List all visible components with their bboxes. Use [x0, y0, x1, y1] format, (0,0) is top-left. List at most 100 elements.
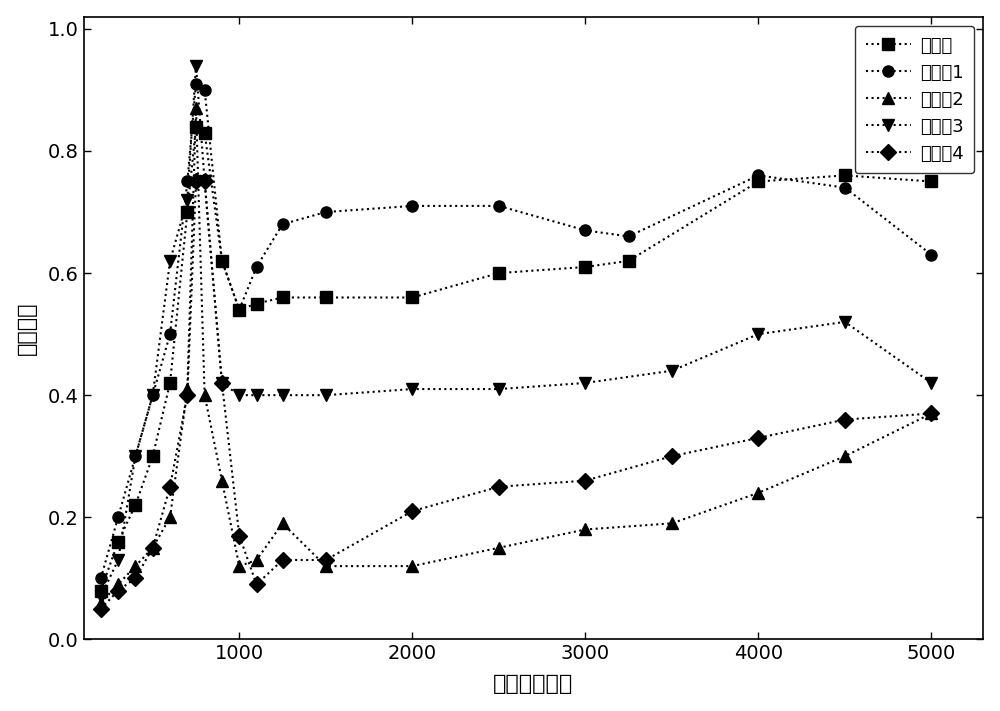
- Y-axis label: 吸声系数: 吸声系数: [17, 301, 37, 355]
- 对照例: [190, 122, 202, 131]
- 实施例1: [95, 574, 107, 582]
- 实施例3: [925, 379, 937, 387]
- 实施例3: [147, 391, 159, 400]
- 实施例1: [129, 452, 141, 461]
- 实施例3: [95, 592, 107, 601]
- 实施例2: [579, 525, 591, 534]
- 实施例2: [199, 391, 211, 400]
- 实施例4: [95, 604, 107, 613]
- 实施例3: [666, 366, 678, 375]
- 实施例2: [925, 410, 937, 418]
- 实施例1: [579, 226, 591, 235]
- 实施例1: [216, 257, 228, 265]
- 实施例2: [320, 562, 332, 570]
- 对照例: [839, 171, 851, 180]
- 实施例2: [406, 562, 418, 570]
- 实施例2: [277, 519, 289, 528]
- 实施例3: [190, 61, 202, 70]
- Line: 对照例: 对照例: [95, 121, 937, 596]
- 实施例1: [320, 208, 332, 216]
- 对照例: [406, 293, 418, 301]
- 实施例3: [752, 330, 764, 338]
- 实施例4: [579, 476, 591, 485]
- 实施例3: [406, 385, 418, 393]
- 实施例3: [216, 379, 228, 387]
- 实施例1: [493, 202, 505, 210]
- 对照例: [129, 501, 141, 509]
- 实施例4: [839, 415, 851, 424]
- 实施例2: [112, 580, 124, 589]
- 实施例3: [277, 391, 289, 400]
- 实施例2: [190, 104, 202, 112]
- 对照例: [320, 293, 332, 301]
- 实施例3: [493, 385, 505, 393]
- 对照例: [95, 587, 107, 595]
- 实施例3: [251, 391, 263, 400]
- 对照例: [925, 177, 937, 186]
- 实施例1: [190, 80, 202, 88]
- 实施例4: [666, 452, 678, 461]
- 对照例: [181, 208, 193, 216]
- 对照例: [752, 177, 764, 186]
- 实施例4: [181, 391, 193, 400]
- 实施例3: [112, 556, 124, 565]
- 实施例1: [164, 330, 176, 338]
- 实施例1: [277, 220, 289, 228]
- 实施例2: [164, 513, 176, 522]
- Legend: 对照例, 实施例1, 实施例2, 实施例3, 实施例4: 对照例, 实施例1, 实施例2, 实施例3, 实施例4: [855, 26, 974, 173]
- 实施例1: [112, 513, 124, 522]
- 实施例3: [579, 379, 591, 387]
- 实施例1: [623, 232, 635, 241]
- 实施例4: [277, 556, 289, 565]
- 实施例2: [493, 543, 505, 552]
- 对照例: [112, 538, 124, 546]
- 实施例2: [839, 452, 851, 461]
- 实施例4: [199, 177, 211, 186]
- 实施例2: [181, 385, 193, 393]
- 实施例2: [251, 556, 263, 565]
- 实施例4: [164, 483, 176, 491]
- 实施例1: [181, 177, 193, 186]
- 实施例4: [233, 531, 245, 540]
- X-axis label: 频率（赫兹）: 频率（赫兹）: [493, 674, 574, 695]
- 实施例2: [216, 476, 228, 485]
- 实施例1: [752, 171, 764, 180]
- 实施例4: [406, 507, 418, 515]
- 实施例1: [199, 85, 211, 94]
- 实施例1: [147, 391, 159, 400]
- 实施例4: [752, 434, 764, 442]
- 实施例2: [233, 562, 245, 570]
- 实施例2: [95, 599, 107, 607]
- 实施例3: [199, 177, 211, 186]
- 实施例1: [839, 183, 851, 192]
- 对照例: [233, 306, 245, 314]
- 实施例3: [129, 452, 141, 461]
- 对照例: [164, 379, 176, 387]
- 实施例1: [406, 202, 418, 210]
- 对照例: [216, 257, 228, 265]
- 实施例3: [233, 391, 245, 400]
- 实施例4: [129, 574, 141, 582]
- 实施例3: [181, 196, 193, 204]
- 实施例1: [233, 306, 245, 314]
- 实施例4: [493, 483, 505, 491]
- 实施例4: [216, 379, 228, 387]
- 实施例4: [925, 410, 937, 418]
- 对照例: [277, 293, 289, 301]
- 对照例: [147, 452, 159, 461]
- 实施例1: [925, 250, 937, 259]
- 实施例2: [752, 488, 764, 497]
- Line: 实施例1: 实施例1: [95, 78, 937, 584]
- 对照例: [579, 262, 591, 271]
- 对照例: [199, 129, 211, 137]
- Line: 实施例3: 实施例3: [95, 60, 937, 602]
- 实施例3: [164, 257, 176, 265]
- 实施例4: [147, 543, 159, 552]
- 实施例2: [129, 562, 141, 570]
- 实施例4: [190, 177, 202, 186]
- 对照例: [251, 299, 263, 308]
- 实施例4: [112, 587, 124, 595]
- 实施例4: [320, 556, 332, 565]
- Line: 实施例2: 实施例2: [95, 102, 937, 609]
- 实施例3: [839, 318, 851, 326]
